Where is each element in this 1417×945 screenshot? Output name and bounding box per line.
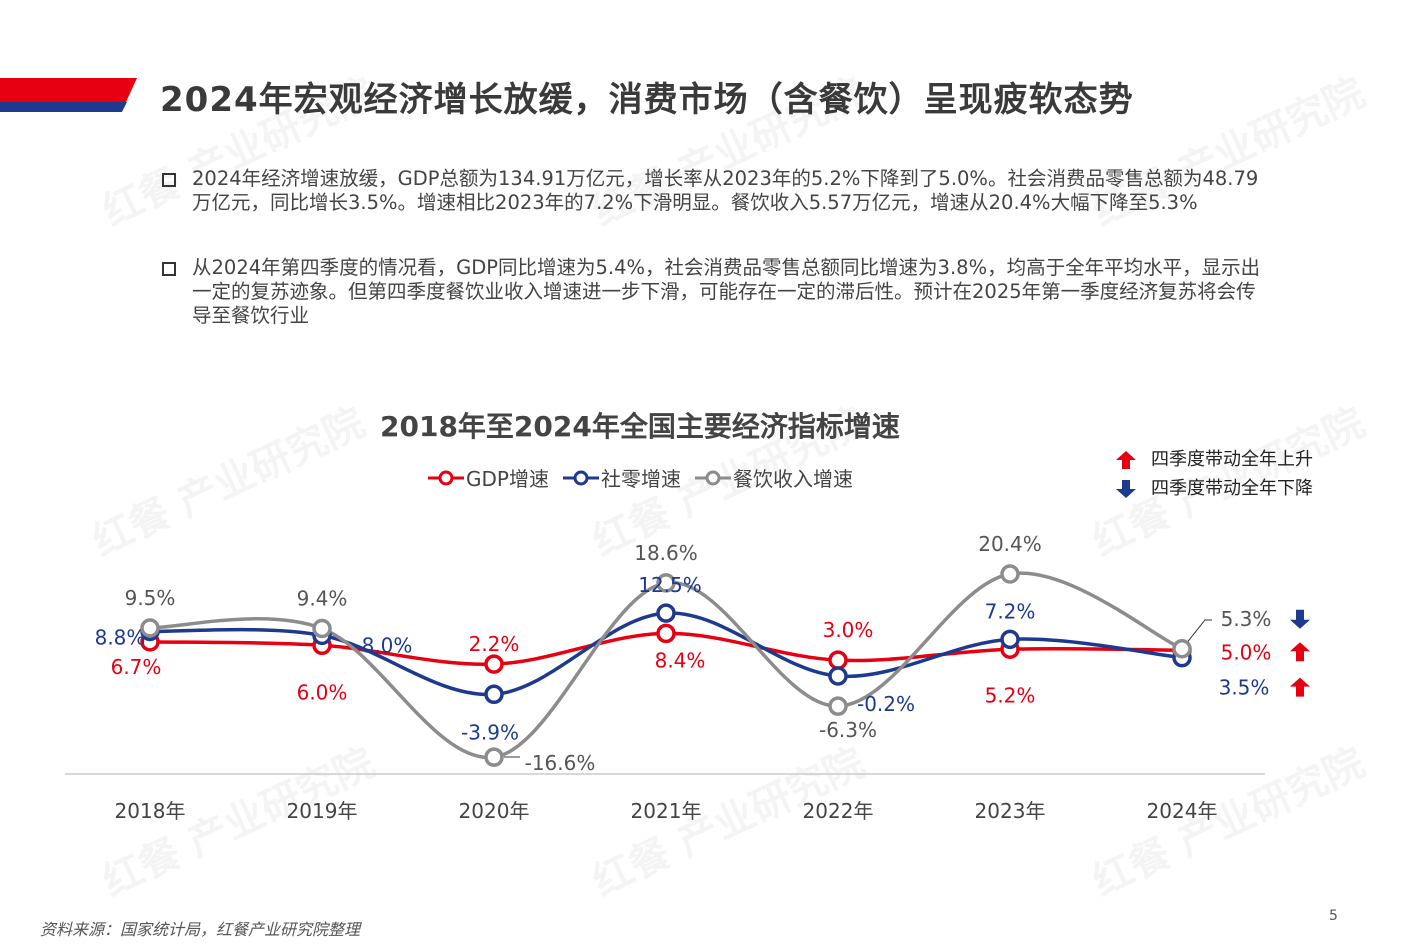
data-label: 8.8% xyxy=(95,625,146,649)
data-label: 6.7% xyxy=(111,655,162,679)
x-tick-label: 2021年 xyxy=(631,799,702,823)
data-label: 18.6% xyxy=(634,541,698,565)
q4-legend: 四季度带动全年上升 四季度带动全年下降 xyxy=(1115,445,1313,503)
q4-legend-label: 四季度带动全年上升 xyxy=(1151,449,1313,470)
legend-line-marker-icon xyxy=(562,470,599,485)
data-point xyxy=(484,654,504,674)
data-point xyxy=(828,696,848,716)
x-tick-label: 2023年 xyxy=(975,799,1046,823)
arrow-up-icon xyxy=(1290,677,1310,697)
data-label: 3.5% xyxy=(1219,676,1270,700)
arrow-up-icon xyxy=(1116,450,1136,469)
data-label: -6.3% xyxy=(819,718,877,742)
bullet-text: 2024年经济增速放缓，GDP总额为134.91万亿元，增长率从2023年的5.… xyxy=(192,167,1259,214)
bullet-text: 从2024年第四季度的情况看，GDP同比增速为5.4%，社会消费品零售总额同比增… xyxy=(192,256,1261,327)
data-label: 6.0% xyxy=(297,680,348,704)
data-point xyxy=(312,618,332,639)
data-label: 5.3% xyxy=(1221,607,1272,631)
page-title: 2024年宏观经济增长放缓，消费市场（含餐饮）呈现疲软态势 xyxy=(160,80,1134,120)
data-point xyxy=(140,618,160,638)
q4-legend-down: 四季度带动全年下降 xyxy=(1115,474,1313,503)
bullet-square-icon xyxy=(162,262,176,276)
legend-item-retail: 社零增速 xyxy=(562,463,681,492)
arrow-down-icon xyxy=(1116,479,1136,498)
data-label: 8.0% xyxy=(362,633,413,657)
data-label: -3.9% xyxy=(461,720,519,744)
data-point xyxy=(656,603,676,623)
chart-legend: GDP增速 社零增速 餐饮收入增速 xyxy=(428,463,853,492)
legend-line-marker-icon xyxy=(694,470,731,485)
bullet-square-icon xyxy=(162,173,176,187)
data-label: 7.2% xyxy=(985,599,1036,623)
legend-line-marker-icon xyxy=(428,470,464,485)
data-label: 9.4% xyxy=(297,586,348,610)
x-tick-label: 2019年 xyxy=(287,799,358,823)
data-point xyxy=(484,684,504,705)
data-label: 20.4% xyxy=(978,532,1042,556)
data-label: 12.5% xyxy=(638,573,702,597)
legend-item-gdp: GDP增速 xyxy=(428,463,549,492)
bullet-item: 从2024年第四季度的情况看，GDP同比增速为5.4%，社会消费品零售总额同比增… xyxy=(162,256,1262,328)
data-label: 9.5% xyxy=(125,586,176,610)
data-label: -16.6% xyxy=(525,751,596,775)
data-point xyxy=(656,623,676,644)
x-tick-label: 2018年 xyxy=(115,799,186,823)
leader-line xyxy=(1181,619,1212,650)
legend-label: 餐饮收入增速 xyxy=(732,467,853,491)
data-label: 5.0% xyxy=(1221,640,1272,664)
data-label: 8.4% xyxy=(655,648,706,672)
bullet-item: 2024年经济增速放缓，GDP总额为134.91万亿元，增长率从2023年的5.… xyxy=(162,167,1262,215)
data-point xyxy=(1000,564,1020,584)
legend-label: GDP增速 xyxy=(466,467,549,491)
page-number: 5 xyxy=(1329,908,1338,924)
source-note: 资料来源：国家统计局，红餐产业研究院整理 xyxy=(40,920,361,939)
chart-title: 2018年至2024年全国主要经济指标增速 xyxy=(380,410,900,443)
header-accent-red xyxy=(0,78,137,102)
arrow-up-icon xyxy=(1290,642,1310,662)
data-label: 3.0% xyxy=(823,618,874,642)
q4-legend-label: 四季度带动全年下降 xyxy=(1151,478,1313,499)
q4-legend-up: 四季度带动全年上升 xyxy=(1115,445,1313,474)
x-tick-label: 2022年 xyxy=(803,799,874,823)
data-label: 2.2% xyxy=(469,632,520,656)
x-tick-label: 2024年 xyxy=(1147,799,1218,823)
data-label: 5.2% xyxy=(985,683,1036,707)
data-label: -0.2% xyxy=(857,692,915,716)
x-tick-label: 2020年 xyxy=(459,799,530,823)
arrow-down-icon xyxy=(1290,609,1310,629)
legend-item-catering: 餐饮收入增速 xyxy=(694,463,853,492)
legend-label: 社零增速 xyxy=(600,467,681,491)
data-point xyxy=(828,666,848,686)
header-accent-blue xyxy=(0,102,127,112)
data-point xyxy=(1172,639,1192,659)
data-point xyxy=(828,650,848,670)
data-point xyxy=(1000,629,1020,650)
data-point xyxy=(484,747,504,767)
data-point xyxy=(656,573,676,593)
